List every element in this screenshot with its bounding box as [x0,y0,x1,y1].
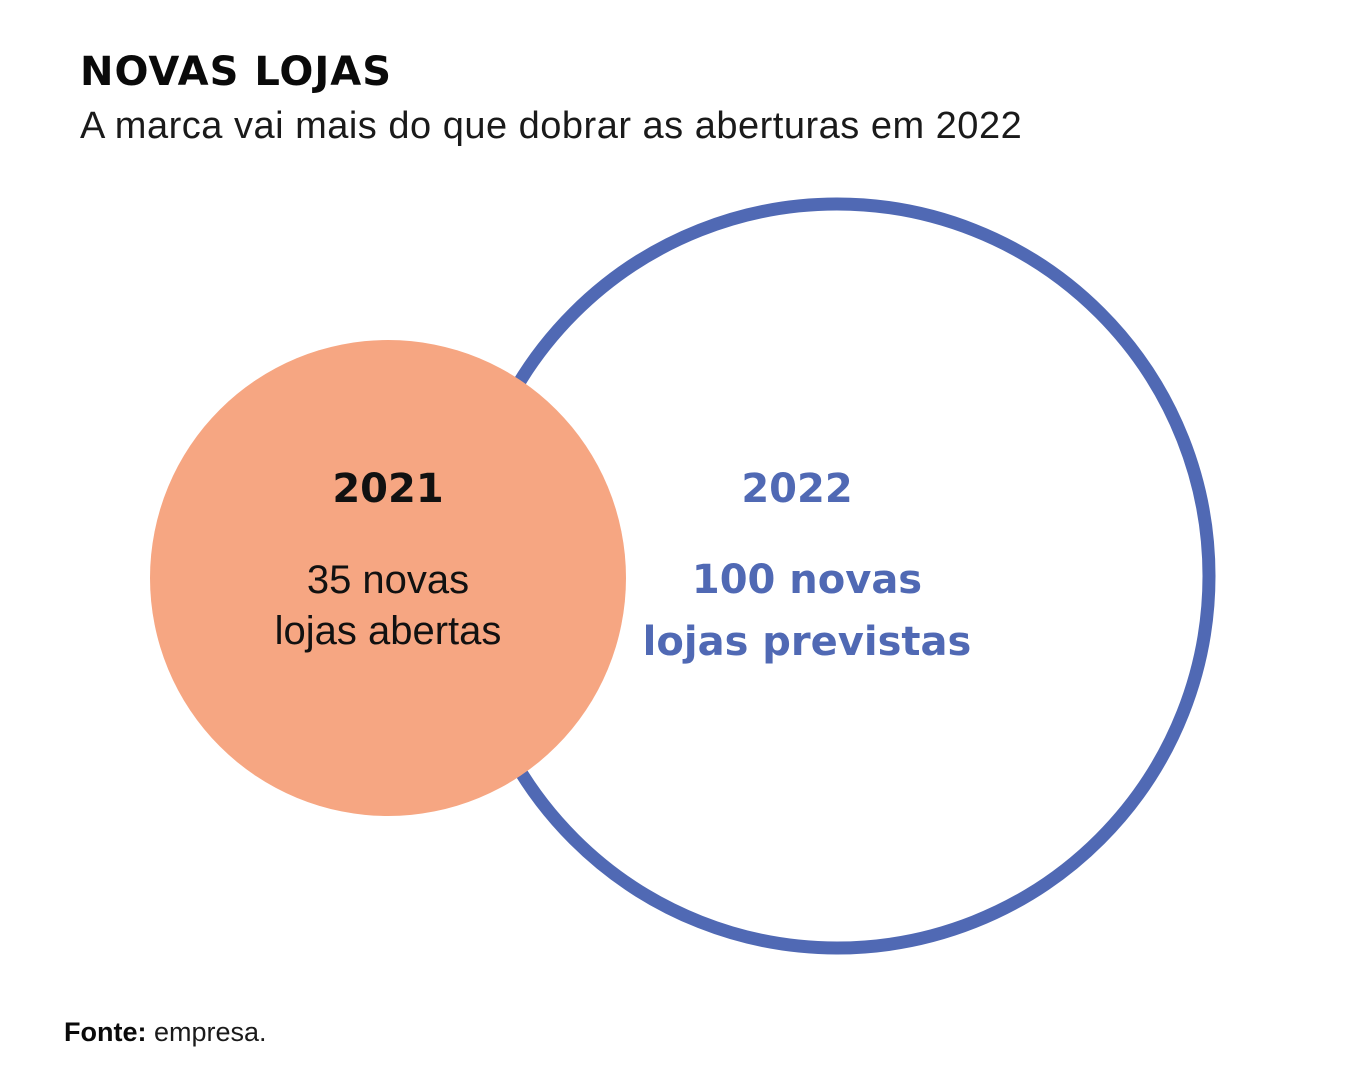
stores-2021-line2: lojas abertas [275,609,502,653]
source-value: empresa. [146,1017,267,1047]
year-2021-label: 2021 [332,466,443,512]
stores-2022-line2: lojas previstas [643,619,972,665]
source-note: Fonte: empresa. [64,1014,267,1050]
source-label: Fonte: [64,1017,147,1047]
stores-2022-line1: 100 novas [692,557,922,603]
page-title: NOVAS LOJAS [80,49,393,95]
year-2022-label: 2022 [741,466,852,512]
circle-2021-filled [150,340,626,816]
stores-2021-line1: 35 novas [307,558,469,602]
page-subtitle: A marca vai mais do que dobrar as abertu… [80,105,1023,147]
